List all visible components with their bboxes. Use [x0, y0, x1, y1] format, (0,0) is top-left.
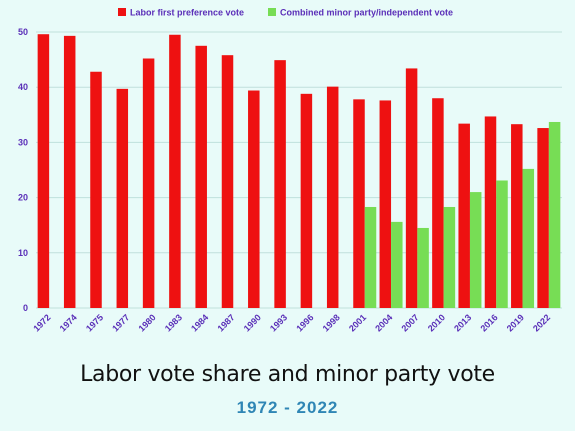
bar-labor-1972 — [37, 34, 50, 308]
bar-minor-2004 — [391, 221, 403, 308]
x-tick-label: 1984 — [189, 312, 210, 333]
bar-minor-2001 — [364, 206, 377, 308]
chart-grid — [36, 31, 562, 309]
bar-labor-2022 — [537, 128, 549, 308]
x-tick-label: 1996 — [294, 312, 315, 333]
chart-bars — [37, 34, 561, 309]
bar-labor-2010 — [432, 98, 444, 309]
bar-labor-1987 — [221, 55, 234, 309]
y-tick-label: 20 — [18, 193, 28, 203]
bar-labor-1977 — [116, 88, 129, 308]
bar-labor-1975 — [90, 71, 102, 308]
bar-minor-2013 — [469, 192, 482, 308]
bar-labor-1983 — [169, 34, 181, 308]
bar-labor-2004 — [379, 100, 392, 308]
bar-labor-1984 — [195, 45, 207, 309]
bar-labor-1998 — [326, 86, 339, 308]
legend-label: Labor first preference vote — [130, 8, 244, 18]
x-tick-label: 1993 — [268, 312, 289, 333]
bar-labor-2016 — [484, 116, 497, 309]
y-tick-label: 30 — [18, 137, 28, 147]
x-tick-label: 2001 — [347, 312, 368, 333]
y-tick-label: 40 — [18, 82, 28, 92]
chart-legend: Labor first preference vote Combined mino… — [118, 8, 453, 18]
bar-labor-1990 — [248, 90, 260, 309]
bar-labor-1996 — [300, 93, 313, 308]
chart-subtitle: 1972 - 2022 — [236, 398, 339, 417]
legend-swatch — [118, 8, 126, 16]
bar-minor-2010 — [443, 206, 456, 308]
bar-labor-1993 — [274, 60, 286, 308]
x-tick-label: 1974 — [58, 312, 79, 333]
x-tick-label: 2022 — [531, 312, 552, 333]
y-tick-label: 0 — [23, 303, 28, 313]
y-axis-ticks: 0 10 20 30 40 50 — [18, 27, 28, 313]
bar-labor-2001 — [353, 99, 365, 309]
y-tick-label: 50 — [18, 27, 28, 37]
x-tick-label: 1998 — [321, 312, 342, 333]
x-tick-label: 2016 — [478, 312, 499, 333]
x-tick-label: 1980 — [137, 312, 158, 333]
x-tick-label: 2019 — [505, 312, 526, 333]
x-tick-label: 1987 — [215, 312, 236, 333]
x-tick-label: 1990 — [242, 312, 263, 333]
x-tick-label: 2007 — [400, 312, 421, 333]
bar-minor-2019 — [522, 168, 535, 308]
bar-labor-1980 — [142, 58, 155, 308]
y-tick-label: 10 — [18, 248, 28, 258]
bar-labor-2019 — [511, 124, 523, 309]
bar-minor-2007 — [417, 227, 429, 308]
legend-swatch — [268, 8, 276, 16]
legend-label: Combined minor party/independent vote — [280, 8, 453, 18]
bar-labor-2007 — [405, 68, 418, 308]
x-tick-label: 1983 — [163, 312, 184, 333]
x-axis-ticks: 1972 1974 1975 1977 1980 1983 1984 1987 1990 1993… — [31, 312, 552, 333]
bar-labor-2013 — [458, 123, 470, 308]
x-tick-label: 2013 — [452, 312, 473, 333]
bar-minor-2022 — [548, 121, 561, 308]
x-tick-label: 2004 — [373, 312, 394, 333]
x-tick-label: 1977 — [110, 312, 131, 333]
x-tick-label: 2010 — [426, 312, 447, 333]
bar-labor-1974 — [63, 35, 76, 308]
chart-title: Labor vote share and minor party vote — [80, 362, 495, 387]
x-tick-label: 1972 — [31, 312, 52, 333]
x-tick-label: 1975 — [84, 312, 105, 333]
bar-minor-2016 — [496, 180, 508, 308]
